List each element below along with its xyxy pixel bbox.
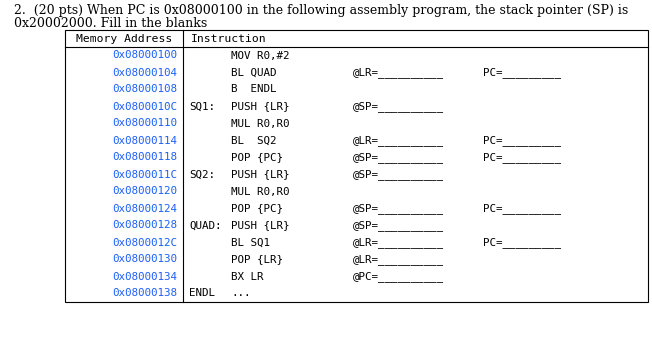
Text: 0x0800011C: 0x0800011C: [112, 170, 177, 180]
Text: 2.  (20 pts) When PC is 0x08000100 in the following assembly program, the stack : 2. (20 pts) When PC is 0x08000100 in the…: [14, 4, 629, 17]
Text: MUL R0,R0: MUL R0,R0: [231, 119, 289, 128]
Text: ...: ...: [231, 289, 250, 298]
Text: @LR=__________: @LR=__________: [353, 67, 444, 78]
Text: 0x0800010C: 0x0800010C: [112, 101, 177, 112]
Text: @LR=__________: @LR=__________: [353, 237, 444, 248]
Text: @SP=__________: @SP=__________: [353, 101, 444, 112]
Text: SQ2:: SQ2:: [189, 170, 215, 180]
Text: POP {LR}: POP {LR}: [231, 254, 283, 264]
Text: @SP=__________: @SP=__________: [353, 203, 444, 214]
Text: POP {PC}: POP {PC}: [231, 152, 283, 163]
Text: 0x0800012C: 0x0800012C: [112, 238, 177, 247]
Text: 0x08000100: 0x08000100: [112, 50, 177, 61]
Text: 0x08000120: 0x08000120: [112, 187, 177, 196]
Text: PC=_________: PC=_________: [483, 152, 561, 163]
Text: PUSH {LR}: PUSH {LR}: [231, 101, 289, 112]
Text: QUAD:: QUAD:: [189, 220, 222, 231]
Text: PC=_________: PC=_________: [483, 203, 561, 214]
Text: Instruction: Instruction: [191, 33, 267, 44]
Text: MOV R0,#2: MOV R0,#2: [231, 50, 289, 61]
Text: MUL R0,R0: MUL R0,R0: [231, 187, 289, 196]
Text: 0x08000104: 0x08000104: [112, 68, 177, 77]
Text: 0x08000110: 0x08000110: [112, 119, 177, 128]
Text: 0x08000128: 0x08000128: [112, 220, 177, 231]
Text: @SP=__________: @SP=__________: [353, 169, 444, 180]
Text: PC=_________: PC=_________: [483, 135, 561, 146]
Text: BL SQ1: BL SQ1: [231, 238, 270, 247]
Text: PUSH {LR}: PUSH {LR}: [231, 220, 289, 231]
Text: 0x08000130: 0x08000130: [112, 254, 177, 264]
Text: 0x08000124: 0x08000124: [112, 203, 177, 214]
Text: 0x08000108: 0x08000108: [112, 84, 177, 94]
Text: 0x20002000. Fill in the blanks: 0x20002000. Fill in the blanks: [14, 17, 207, 30]
Text: 0x08000134: 0x08000134: [112, 271, 177, 282]
Text: ENDL: ENDL: [189, 289, 215, 298]
Text: PC=_________: PC=_________: [483, 237, 561, 248]
Text: BL  SQ2: BL SQ2: [231, 136, 276, 145]
Text: @SP=__________: @SP=__________: [353, 152, 444, 163]
Text: @PC=__________: @PC=__________: [353, 271, 444, 282]
Text: @SP=__________: @SP=__________: [353, 220, 444, 231]
Text: 0x08000118: 0x08000118: [112, 152, 177, 163]
Text: @LR=__________: @LR=__________: [353, 254, 444, 265]
Text: POP {PC}: POP {PC}: [231, 203, 283, 214]
Text: SQ1:: SQ1:: [189, 101, 215, 112]
Text: PUSH {LR}: PUSH {LR}: [231, 170, 289, 180]
Text: Memory Address: Memory Address: [76, 33, 172, 44]
Text: @LR=__________: @LR=__________: [353, 135, 444, 146]
Text: BX LR: BX LR: [231, 271, 263, 282]
Text: 0x08000114: 0x08000114: [112, 136, 177, 145]
Bar: [65, 30, 648, 302]
Text: BL QUAD: BL QUAD: [231, 68, 276, 77]
Text: 0x08000138: 0x08000138: [112, 289, 177, 298]
Text: PC=_________: PC=_________: [483, 67, 561, 78]
Text: B  ENDL: B ENDL: [231, 84, 276, 94]
